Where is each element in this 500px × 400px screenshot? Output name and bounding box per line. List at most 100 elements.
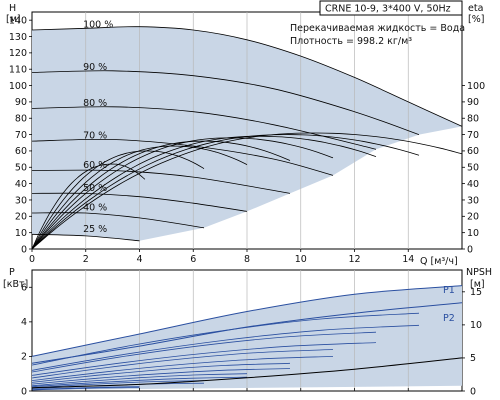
- y-tick-label: 100: [9, 81, 27, 92]
- npsh-tick-label: 15: [470, 287, 482, 298]
- power-gridlines: [85, 270, 409, 391]
- speed-labels: 100 % 90 % 80 % 70 % 60 % 50 % 40 % 25 %: [83, 19, 113, 234]
- npsh-tick-label: 5: [470, 353, 476, 364]
- y-tick-label: 20: [15, 212, 27, 223]
- speed-label: 60 %: [83, 160, 107, 171]
- power-family-curve: [31, 349, 334, 379]
- y-tick-label: 60: [15, 146, 27, 157]
- y-tick-label: 10: [15, 228, 27, 239]
- y2-tick-label: 20: [467, 212, 479, 223]
- power-series-p2: [31, 302, 463, 364]
- y2-tick-label: 90: [467, 97, 479, 108]
- power-family-curve: [31, 342, 377, 376]
- head-ticks: 0 2 4 6 8 10 12 1401020304050607080901001101201…: [9, 15, 485, 265]
- y-tick-label: 80: [15, 114, 27, 125]
- power-axis-unit: [кВт]: [3, 279, 28, 290]
- efficiency-curve: [31, 137, 334, 250]
- eta-axis-unit: [%]: [468, 14, 484, 25]
- eta-axis-label: eta: [468, 3, 483, 14]
- speed-curve: [31, 233, 140, 242]
- speed-label: 100 %: [83, 19, 113, 30]
- speed-curve: [31, 26, 463, 127]
- efficiency-curve: [31, 150, 205, 250]
- power-family-curve: [31, 362, 291, 383]
- y-tick-label: 140: [9, 15, 27, 26]
- y-tick-label: 40: [15, 179, 27, 190]
- speed-curve: [31, 169, 291, 194]
- y2-tick-label: 100: [467, 81, 485, 92]
- y-tick-label: 90: [15, 97, 27, 108]
- power-y-tick-label: 2: [21, 352, 27, 363]
- speed-label: 40 %: [83, 203, 107, 214]
- speed-label: 25 %: [83, 224, 107, 235]
- npsh-axis-label: NPSH: [466, 267, 492, 278]
- speed-label: 80 %: [83, 98, 107, 109]
- y2-tick-label: 60: [467, 146, 479, 157]
- head-axis-label-h: H: [9, 3, 16, 14]
- power-family-curve: [31, 331, 377, 373]
- power-curves: [31, 285, 463, 391]
- speed-curve: [31, 138, 334, 176]
- power-axis-label-p: P: [9, 267, 15, 278]
- efficiency-curve: [31, 145, 248, 250]
- speed-label: 70 %: [83, 131, 107, 142]
- power-family-curve: [31, 368, 291, 385]
- y-tick-label: 0: [21, 244, 27, 255]
- x-tick-label: 8: [244, 254, 250, 265]
- y2-tick-label: 80: [467, 114, 479, 125]
- y2-tick-label: 40: [467, 179, 479, 190]
- p1-label: P1: [443, 285, 455, 296]
- power-family-curve: [31, 324, 420, 371]
- title-box: [319, 0, 463, 16]
- x-tick-label: 0: [29, 254, 35, 265]
- power-series-p1: [31, 285, 463, 357]
- speed-label: 90 %: [83, 62, 107, 73]
- power-y-tick-label: 0: [21, 386, 27, 397]
- y2-tick-label: 50: [467, 163, 479, 174]
- y-tick-label: 130: [9, 32, 27, 43]
- power-ticks: 0 2 4 6 0 5 10 15: [21, 283, 482, 398]
- x-tick-label: 4: [136, 254, 142, 265]
- power-family-curve: [31, 376, 248, 388]
- x-tick-label: 12: [348, 254, 360, 265]
- head-panel: 0 2 4 6 8 10 12 1401020304050607080901001101201…: [6, 0, 485, 267]
- efficiency-curve: [31, 134, 420, 250]
- x-tick-label: 6: [190, 254, 196, 265]
- power-family-curve: [31, 386, 140, 390]
- npsh-axis-unit: [м]: [470, 279, 485, 290]
- y2-tick-label: 0: [467, 244, 473, 255]
- power-family-curve: [31, 373, 248, 387]
- x-tick-label: 2: [83, 254, 89, 265]
- annotation-liquid: Перекачиваемая жидкость = Вода: [290, 23, 465, 34]
- y-tick-label: 110: [9, 65, 27, 76]
- power-y-tick-label: 4: [21, 317, 27, 328]
- npsh-tick-label: 10: [470, 320, 482, 331]
- power-y-tick-label: 6: [21, 283, 27, 294]
- y-tick-label: 120: [9, 48, 27, 59]
- speed-curve: [31, 106, 377, 150]
- y-tick-label: 30: [15, 195, 27, 206]
- y2-tick-label: 10: [467, 228, 479, 239]
- speed-curves: [31, 26, 463, 242]
- x-tick-label: 14: [402, 254, 414, 265]
- npsh-tick-label: 0: [470, 386, 476, 397]
- y-tick-label: 50: [15, 163, 27, 174]
- y2-tick-label: 70: [467, 130, 479, 141]
- x-axis-label: Q [м³/ч]: [420, 256, 458, 267]
- speed-curve: [31, 192, 248, 212]
- power-family-curve: [31, 356, 334, 381]
- speed-curve: [31, 70, 420, 135]
- head-axis-label-unit: [м]: [6, 14, 21, 25]
- y-tick-label: 70: [15, 130, 27, 141]
- x-tick-label: 10: [295, 254, 307, 265]
- annotation-density: Плотность = 998.2 кг/м³: [290, 36, 412, 47]
- p2-label: P2: [443, 313, 455, 324]
- npsh-curve: [31, 357, 463, 389]
- power-family-curve: [31, 380, 205, 389]
- power-panel: 0 2 4 6 0 5 10 15 P [кВт] NPSH [м] P1 P2: [3, 267, 492, 397]
- speed-curve: [31, 212, 205, 229]
- chart-title: CRNE 10-9, 3*400 V, 50Hz: [325, 4, 451, 15]
- speed-label: 50 %: [83, 183, 107, 194]
- y2-tick-label: 30: [467, 195, 479, 206]
